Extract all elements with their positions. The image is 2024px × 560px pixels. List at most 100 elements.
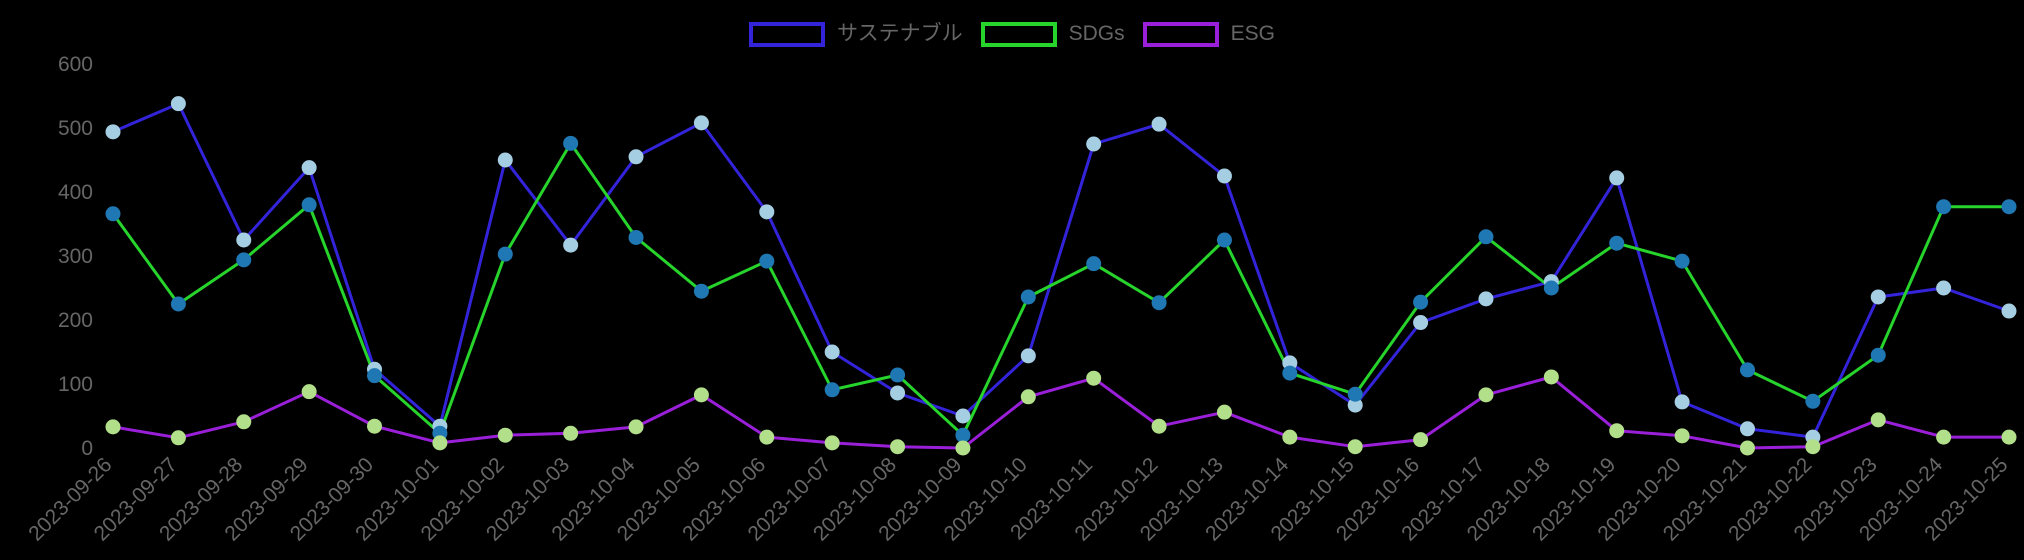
data-point[interactable] <box>1870 347 1886 363</box>
data-point[interactable] <box>759 429 775 445</box>
data-point[interactable] <box>497 152 513 168</box>
legend-label-sdgs: SDGs <box>1068 22 1125 45</box>
data-point[interactable] <box>236 232 252 248</box>
legend-label-esg: ESG <box>1230 22 1275 45</box>
data-point[interactable] <box>1739 421 1755 437</box>
data-point[interactable] <box>1151 418 1167 434</box>
data-point[interactable] <box>563 425 579 441</box>
data-point[interactable] <box>628 229 644 245</box>
data-point[interactable] <box>1151 295 1167 311</box>
data-point[interactable] <box>628 149 644 165</box>
data-point[interactable] <box>955 440 971 456</box>
series-line-0 <box>112 102 2010 439</box>
data-point[interactable] <box>759 204 775 220</box>
data-point[interactable] <box>1936 199 1952 215</box>
data-point[interactable] <box>1216 232 1232 248</box>
data-point[interactable] <box>1674 428 1690 444</box>
data-point[interactable] <box>890 385 906 401</box>
data-point[interactable] <box>1413 432 1429 448</box>
data-point[interactable] <box>890 439 906 455</box>
data-point[interactable] <box>301 160 317 176</box>
data-point[interactable] <box>1936 280 1952 296</box>
data-point[interactable] <box>2001 199 2017 215</box>
data-point[interactable] <box>301 384 317 400</box>
legend-item-esg[interactable]: ESG <box>1142 18 1275 50</box>
data-point[interactable] <box>1609 423 1625 439</box>
data-point[interactable] <box>236 414 252 430</box>
data-point[interactable] <box>693 115 709 131</box>
data-point[interactable] <box>1020 389 1036 405</box>
data-point[interactable] <box>1674 394 1690 410</box>
data-point[interactable] <box>693 387 709 403</box>
data-point[interactable] <box>497 246 513 262</box>
data-point[interactable] <box>1086 256 1102 272</box>
data-point[interactable] <box>1478 229 1494 245</box>
y-tick-label: 500 <box>58 117 93 140</box>
data-point[interactable] <box>1739 362 1755 378</box>
data-point[interactable] <box>1543 369 1559 385</box>
data-point[interactable] <box>1870 289 1886 305</box>
data-point[interactable] <box>563 237 579 253</box>
data-point[interactable] <box>955 408 971 424</box>
data-point[interactable] <box>367 368 383 384</box>
data-point[interactable] <box>301 197 317 213</box>
data-point[interactable] <box>1478 387 1494 403</box>
data-point[interactable] <box>1543 280 1559 296</box>
data-point[interactable] <box>1282 365 1298 381</box>
data-point[interactable] <box>170 296 186 312</box>
data-point[interactable] <box>824 382 840 398</box>
data-point[interactable] <box>432 435 448 451</box>
data-point[interactable] <box>105 124 121 140</box>
series-points <box>105 96 2017 456</box>
y-tick-label: 0 <box>81 437 93 460</box>
legend-swatch-esg <box>1142 21 1219 47</box>
data-point[interactable] <box>1870 412 1886 428</box>
data-point[interactable] <box>1347 397 1363 413</box>
data-point[interactable] <box>170 430 186 446</box>
data-point[interactable] <box>497 427 513 443</box>
data-point[interactable] <box>955 427 971 443</box>
data-point[interactable] <box>1805 393 1821 409</box>
data-point[interactable] <box>1347 386 1363 402</box>
data-point[interactable] <box>1478 291 1494 307</box>
y-tick-label: 600 <box>58 53 93 76</box>
series-lines <box>111 102 2010 450</box>
data-point[interactable] <box>1413 315 1429 331</box>
data-point[interactable] <box>1347 439 1363 455</box>
data-point[interactable] <box>1609 235 1625 251</box>
data-point[interactable] <box>236 252 252 268</box>
data-point[interactable] <box>1216 404 1232 420</box>
data-point[interactable] <box>105 419 121 435</box>
data-point[interactable] <box>824 344 840 360</box>
data-point[interactable] <box>1020 348 1036 364</box>
legend-item-sustainable[interactable]: サステナブル <box>749 18 963 50</box>
data-point[interactable] <box>824 435 840 451</box>
legend-swatch-sustainable <box>749 21 826 47</box>
data-point[interactable] <box>1086 370 1102 386</box>
data-point[interactable] <box>628 419 644 435</box>
legend-swatch-sdgs <box>980 21 1057 47</box>
data-point[interactable] <box>1805 439 1821 455</box>
data-point[interactable] <box>1282 429 1298 445</box>
data-point[interactable] <box>1674 253 1690 269</box>
legend-item-sdgs[interactable]: SDGs <box>980 18 1125 50</box>
data-point[interactable] <box>1151 116 1167 132</box>
data-point[interactable] <box>2001 429 2017 445</box>
data-point[interactable] <box>693 283 709 299</box>
data-point[interactable] <box>1216 168 1232 184</box>
data-point[interactable] <box>105 206 121 222</box>
data-point[interactable] <box>890 367 906 383</box>
data-point[interactable] <box>759 253 775 269</box>
data-point[interactable] <box>1936 429 1952 445</box>
data-point[interactable] <box>563 135 579 151</box>
data-point[interactable] <box>1020 289 1036 305</box>
data-point[interactable] <box>2001 303 2017 319</box>
data-point[interactable] <box>367 418 383 434</box>
y-tick-label: 100 <box>58 373 93 396</box>
data-point[interactable] <box>1413 294 1429 310</box>
data-point[interactable] <box>1739 440 1755 456</box>
data-point[interactable] <box>170 96 186 112</box>
data-point[interactable] <box>1609 170 1625 186</box>
data-point[interactable] <box>1086 136 1102 152</box>
